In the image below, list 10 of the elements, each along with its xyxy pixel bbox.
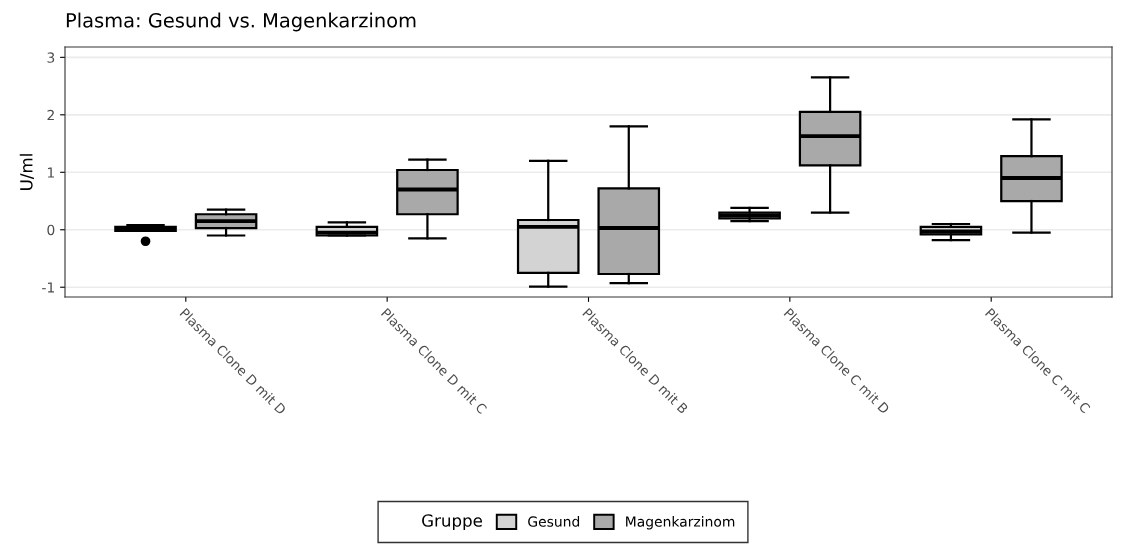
y-tick-label: -1 bbox=[42, 282, 54, 293]
y-axis-title: U/ml bbox=[19, 154, 34, 190]
y-tick-label: 2 bbox=[47, 109, 54, 121]
legend-title: Gruppe bbox=[422, 514, 483, 531]
legend-label: Gesund bbox=[528, 516, 580, 527]
y-tick-label: 0 bbox=[47, 224, 55, 236]
y-tick-label: 1 bbox=[47, 167, 54, 178]
legend-label: Magenkarzinom bbox=[626, 516, 735, 530]
y-tick-label: 3 bbox=[47, 52, 55, 63]
chart-title: Plasma: Gesund vs. Magenkarzinom bbox=[66, 12, 416, 32]
